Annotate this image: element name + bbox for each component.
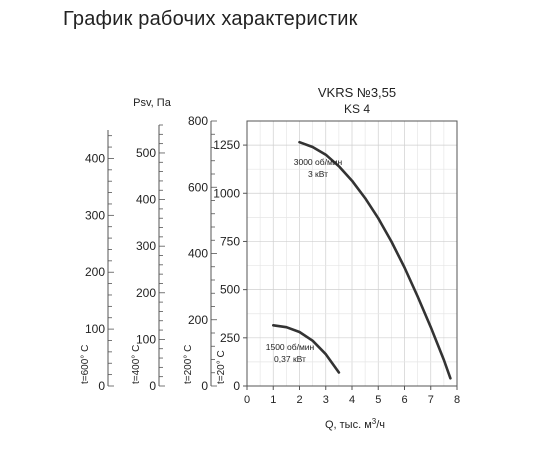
x-tick-label: 3: [323, 394, 329, 406]
x-tick-label: 7: [428, 394, 434, 406]
chart-title: VKRS №3,55: [318, 85, 396, 100]
chart-axes: 0 1 2 3 4 5 6 7 8 0 250 500 750 1000 1250: [213, 138, 460, 406]
secondary-axis-tick-label: 300: [136, 239, 156, 253]
series-line: [298, 140, 452, 380]
secondary-axis-tick-label: 800: [188, 114, 208, 128]
secondary-axis-tick-label: 400: [136, 193, 156, 207]
secondary-axes: 0 100 200 300 400 t=600° С 0 100 200 300 400 500 t=4…: [80, 114, 227, 393]
secondary-axis-tick-label: 0: [98, 379, 105, 393]
secondary-axis-tick-label: 400: [188, 247, 208, 261]
x-axis-label: Q, тыс. м3/ч: [325, 417, 385, 431]
secondary-axis-tick-label: 0: [201, 379, 208, 393]
secondary-axis-label: t=400° С: [131, 345, 142, 384]
x-tick-label: 1: [270, 394, 276, 406]
secondary-axis-tick-label: 200: [136, 286, 156, 300]
page-title: График рабочих характеристик: [63, 8, 358, 30]
x-tick-label: 8: [454, 394, 460, 406]
y-tick-label: 1000: [213, 186, 240, 200]
secondary-axis-tick-label: 0: [149, 379, 156, 393]
secondary-axis-tick-label: 400: [85, 151, 105, 165]
x-tick-label: 0: [244, 394, 250, 406]
chart-subtitle: KS 4: [344, 102, 370, 116]
series-line: [272, 324, 341, 374]
x-tick-label: 2: [296, 394, 302, 406]
secondary-axis-tick-label: 100: [136, 332, 156, 346]
y-tick-label: 250: [220, 331, 240, 345]
x-tick-label: 6: [401, 394, 407, 406]
series-label-speed: 1500 об/мин: [266, 342, 315, 352]
secondary-axis-tick-label: 100: [85, 322, 105, 336]
secondary-axis-label: t=200° С: [183, 345, 194, 384]
y-tick-label: 750: [220, 234, 240, 248]
y-tick-label: 500: [220, 283, 240, 297]
y-tick-label: 0: [233, 379, 240, 393]
chart-grid: [246, 120, 458, 387]
secondary-axis-tick-label: 200: [188, 313, 208, 327]
secondary-axis-tick-label: 200: [85, 265, 105, 279]
secondary-axis-tick-label: 600: [188, 180, 208, 194]
secondary-axis-tick-label: 500: [136, 146, 156, 160]
y-tick-label: 1250: [213, 138, 240, 152]
x-tick-label: 5: [375, 394, 381, 406]
series-label-power: 3 кВт: [308, 169, 328, 179]
y-axis-label: Psv, Па: [133, 97, 172, 109]
secondary-axis-label: t=600° С: [80, 345, 91, 384]
x-tick-label: 4: [349, 394, 355, 406]
series-label-speed: 3000 об/мин: [294, 157, 343, 167]
secondary-axis-label: t=20° С: [216, 350, 227, 384]
series-label-power: 0,37 кВт: [274, 354, 306, 364]
secondary-axis-tick-label: 300: [85, 208, 105, 222]
chart-series: 3000 об/мин 3 кВт 1500 об/мин 0,37 кВт: [266, 140, 452, 380]
